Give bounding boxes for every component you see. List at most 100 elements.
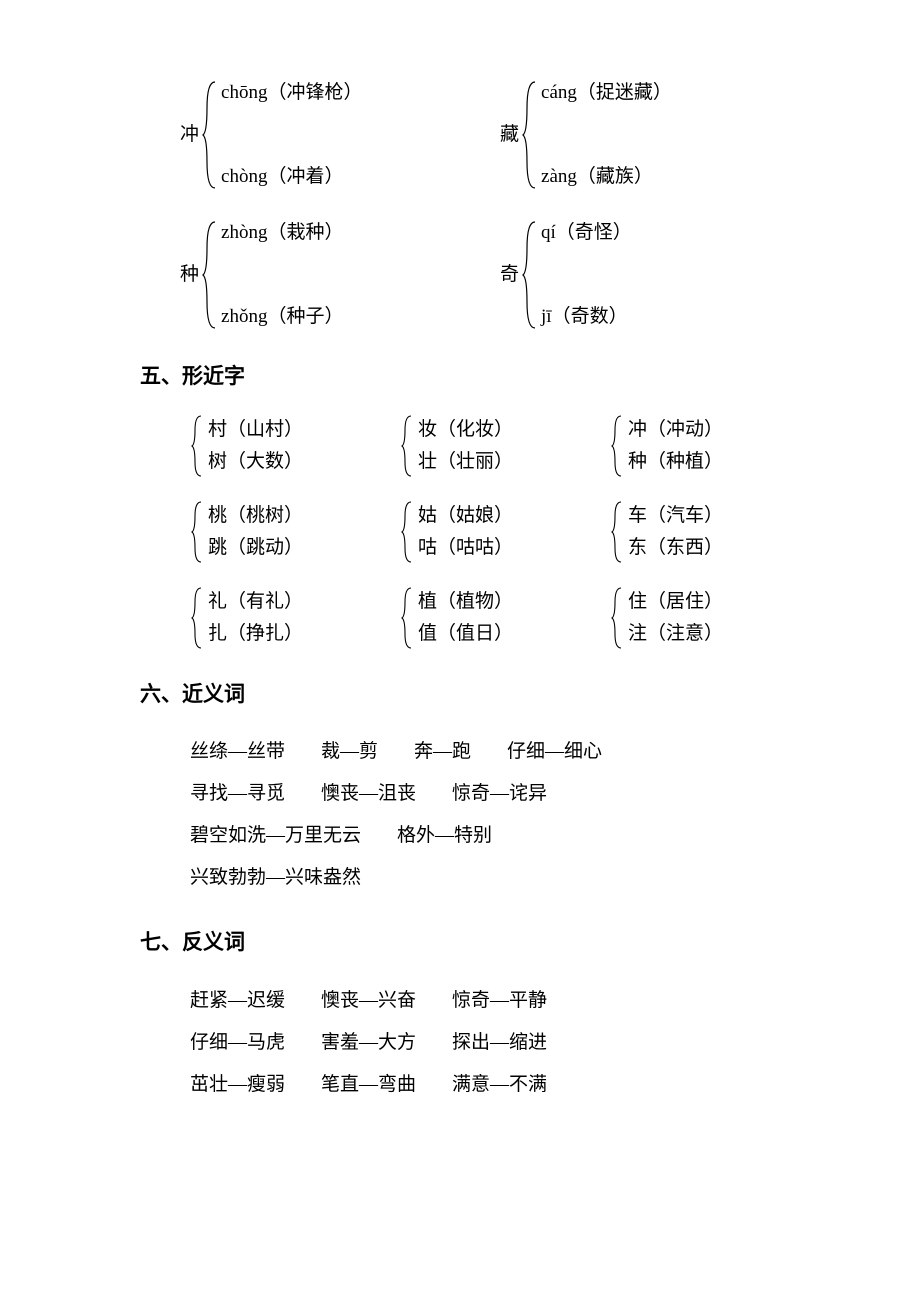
synonym-item: 兴致勃勃—兴味盎然 (190, 857, 361, 899)
near-group: 礼（有礼）扎（挣扎） (190, 586, 400, 650)
antonym-item: 探出—缩进 (452, 1022, 547, 1064)
brace-container: 住（居住）注（注意） (610, 586, 723, 650)
synonym-item: 格外—特别 (397, 815, 492, 857)
section6-content: 丝绦—丝带裁—剪奔—跑仔细—细心寻找—寻觅懊丧—沮丧惊奇—诧异碧空如洗—万里无云… (190, 731, 820, 898)
brace-icon (521, 80, 539, 190)
synonym-line: 兴致勃勃—兴味盎然 (190, 857, 820, 899)
near-group: 姑（姑娘）咕（咕咕） (400, 500, 610, 564)
antonym-item: 害羞—大方 (321, 1022, 416, 1064)
synonym-item: 裁—剪 (321, 731, 378, 773)
brace-container: qí（奇怪） jī（奇数） (521, 220, 632, 330)
brace-icon (400, 500, 414, 564)
brace-container: 礼（有礼）扎（挣扎） (190, 586, 303, 650)
antonym-item: 仔细—马虎 (190, 1022, 285, 1064)
antonym-item: 满意—不满 (452, 1064, 547, 1106)
near-top: 村（山村） (190, 414, 303, 446)
near-group: 植（植物）值（值日） (400, 586, 610, 650)
brace-icon (610, 586, 624, 650)
reading-bottom: zàng（藏族） (521, 162, 672, 192)
brace-container: chōng（冲锋枪） chòng（冲着） (201, 80, 362, 190)
brace-container: 桃（桃树）跳（跳动） (190, 500, 303, 564)
near-group: 桃（桃树）跳（跳动） (190, 500, 400, 564)
brace-container: cáng（捉迷藏） zàng（藏族） (521, 80, 672, 190)
near-bottom: 值（值日） (400, 618, 513, 650)
antonym-item: 赶紧—迟缓 (190, 980, 285, 1022)
brace-container: 冲（冲动）种（种植） (610, 414, 723, 478)
reading-top: cáng（捉迷藏） (521, 78, 672, 108)
brace-icon (190, 586, 204, 650)
antonym-item: 懊丧—兴奋 (321, 980, 416, 1022)
section5-content: 村（山村）树（大数） 妆（化妆）壮（壮丽） 冲（冲动）种（种植） 桃（桃树）跳（跳动）… (140, 414, 820, 650)
near-bottom: 种（种植） (610, 446, 723, 478)
synonym-item: 懊丧—沮丧 (321, 773, 416, 815)
poly-group: 冲 chōng（冲锋枪） chòng（冲着） (180, 80, 500, 190)
near-top: 住（居住） (610, 586, 723, 618)
antonym-line: 仔细—马虎害羞—大方探出—缩进 (190, 1022, 820, 1064)
near-row: 礼（有礼）扎（挣扎） 植（植物）值（值日） 住（居住）注（注意） (190, 586, 820, 650)
brace-icon (400, 586, 414, 650)
brace-container: 姑（姑娘）咕（咕咕） (400, 500, 513, 564)
section7-content: 赶紧—迟缓懊丧—兴奋惊奇—平静仔细—马虎害羞—大方探出—缩进茁壮—瘦弱笔直—弯曲… (190, 980, 820, 1105)
near-bottom: 东（东西） (610, 532, 723, 564)
brace-icon (610, 414, 624, 478)
near-bottom: 注（注意） (610, 618, 723, 650)
near-top: 桃（桃树） (190, 500, 303, 532)
brace-icon (190, 500, 204, 564)
near-row: 村（山村）树（大数） 妆（化妆）壮（壮丽） 冲（冲动）种（种植） (190, 414, 820, 478)
brace-container: 车（汽车）东（东西） (610, 500, 723, 564)
poly-char: 种 (180, 260, 199, 290)
near-group: 妆（化妆）壮（壮丽） (400, 414, 610, 478)
near-top: 植（植物） (400, 586, 513, 618)
section7-title: 七、反义词 (140, 926, 820, 960)
synonym-item: 惊奇—诧异 (452, 773, 547, 815)
brace-container: 村（山村）树（大数） (190, 414, 303, 478)
near-bottom: 壮（壮丽） (400, 446, 513, 478)
antonym-line: 赶紧—迟缓懊丧—兴奋惊奇—平静 (190, 980, 820, 1022)
synonym-item: 寻找—寻觅 (190, 773, 285, 815)
brace-icon (190, 414, 204, 478)
near-bottom: 树（大数） (190, 446, 303, 478)
antonym-item: 笔直—弯曲 (321, 1064, 416, 1106)
near-group: 冲（冲动）种（种植） (610, 414, 820, 478)
poly-group: 奇 qí（奇怪） jī（奇数） (500, 220, 820, 330)
reading-bottom: zhǒng（种子） (201, 302, 343, 332)
synonym-item: 丝绦—丝带 (190, 731, 285, 773)
poly-group: 种 zhòng（栽种） zhǒng（种子） (180, 220, 500, 330)
near-row: 桃（桃树）跳（跳动） 姑（姑娘）咕（咕咕） 车（汽车）东（东西） (190, 500, 820, 564)
polyphonic-section: 冲 chōng（冲锋枪） chòng（冲着） 藏 cáng（捉迷藏） zàng（… (140, 80, 820, 330)
poly-char: 奇 (500, 260, 519, 290)
poly-row: 种 zhòng（栽种） zhǒng（种子） 奇 qí（奇怪） jī（奇数） (180, 220, 820, 330)
near-top: 姑（姑娘） (400, 500, 513, 532)
brace-container: zhòng（栽种） zhǒng（种子） (201, 220, 343, 330)
synonym-line: 丝绦—丝带裁—剪奔—跑仔细—细心 (190, 731, 820, 773)
near-top: 礼（有礼） (190, 586, 303, 618)
synonym-item: 碧空如洗—万里无云 (190, 815, 361, 857)
reading-bottom: chòng（冲着） (201, 162, 362, 192)
synonym-line: 寻找—寻觅懊丧—沮丧惊奇—诧异 (190, 773, 820, 815)
near-group: 住（居住）注（注意） (610, 586, 820, 650)
poly-char: 冲 (180, 120, 199, 150)
section5-title: 五、形近字 (140, 360, 820, 394)
brace-container: 妆（化妆）壮（壮丽） (400, 414, 513, 478)
antonym-line: 茁壮—瘦弱笔直—弯曲满意—不满 (190, 1064, 820, 1106)
synonym-item: 仔细—细心 (507, 731, 602, 773)
near-bottom: 咕（咕咕） (400, 532, 513, 564)
poly-group: 藏 cáng（捉迷藏） zàng（藏族） (500, 80, 820, 190)
brace-container: 植（植物）值（值日） (400, 586, 513, 650)
synonym-line: 碧空如洗—万里无云格外—特别 (190, 815, 820, 857)
poly-char: 藏 (500, 120, 519, 150)
near-top: 车（汽车） (610, 500, 723, 532)
document-page: 冲 chōng（冲锋枪） chòng（冲着） 藏 cáng（捉迷藏） zàng（… (0, 0, 920, 1165)
synonym-item: 奔—跑 (414, 731, 471, 773)
near-group: 村（山村）树（大数） (190, 414, 400, 478)
near-bottom: 跳（跳动） (190, 532, 303, 564)
section6-title: 六、近义词 (140, 678, 820, 712)
brace-icon (201, 220, 219, 330)
reading-top: zhòng（栽种） (201, 218, 343, 248)
brace-icon (610, 500, 624, 564)
near-top: 妆（化妆） (400, 414, 513, 446)
brace-icon (521, 220, 539, 330)
brace-icon (400, 414, 414, 478)
near-bottom: 扎（挣扎） (190, 618, 303, 650)
reading-top: chōng（冲锋枪） (201, 78, 362, 108)
